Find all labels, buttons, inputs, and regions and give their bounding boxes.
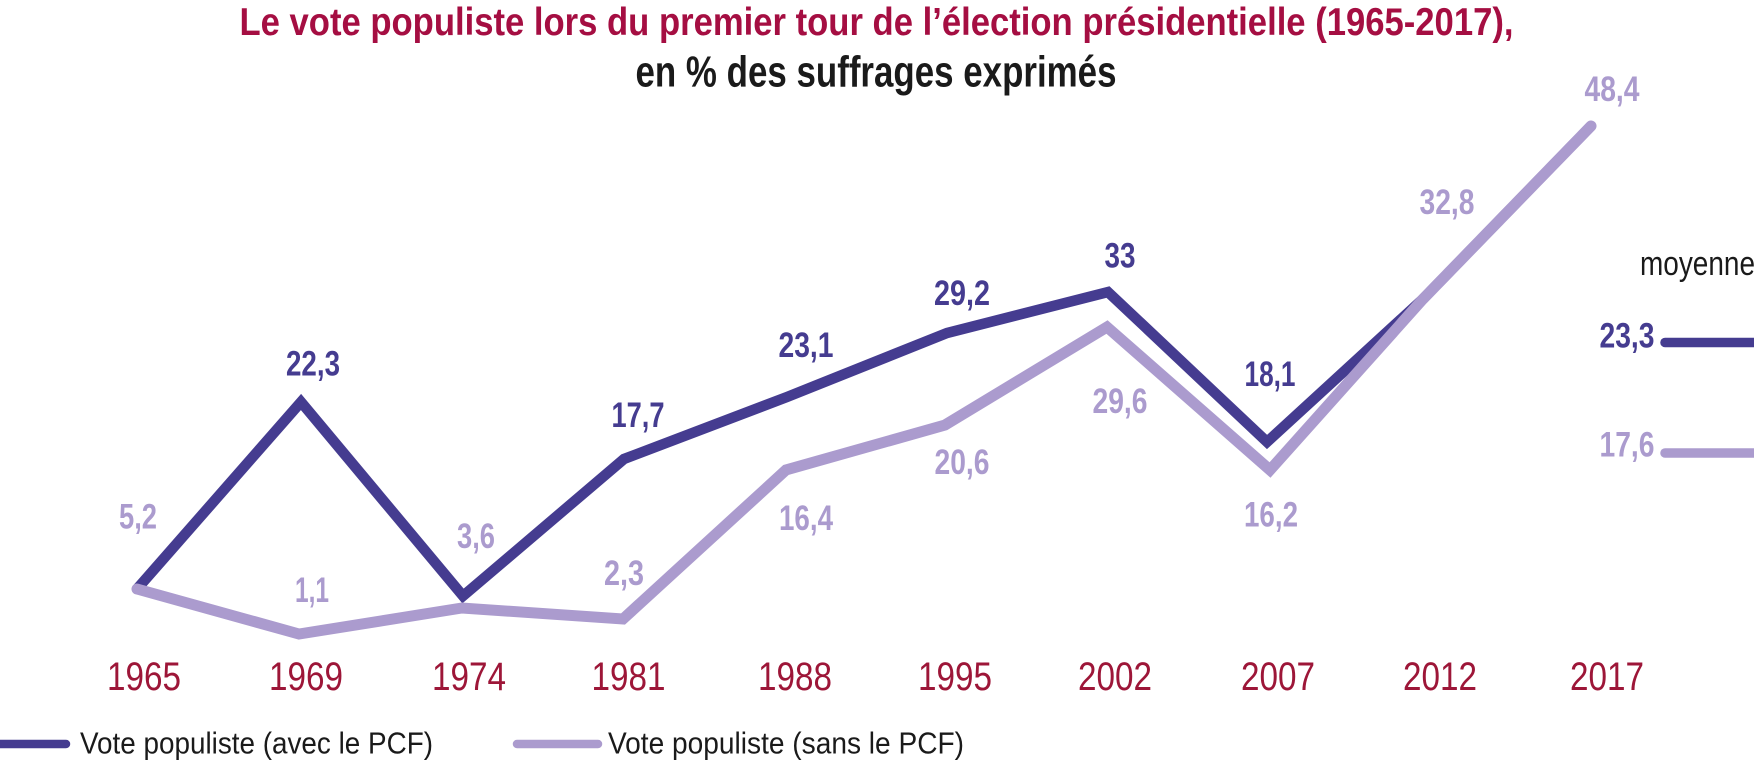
svg-text:16,4: 16,4	[779, 499, 833, 538]
svg-text:2002: 2002	[1078, 655, 1152, 699]
svg-text:Le vote populiste lors du prem: Le vote populiste lors du premier tour d…	[240, 1, 1514, 44]
svg-text:1965: 1965	[107, 655, 181, 699]
svg-text:17,7: 17,7	[612, 396, 665, 435]
svg-text:1,1: 1,1	[295, 571, 329, 610]
svg-text:23,1: 23,1	[779, 326, 834, 365]
svg-text:2012: 2012	[1403, 655, 1477, 699]
svg-text:1969: 1969	[269, 655, 343, 699]
svg-text:32,8: 32,8	[1420, 183, 1475, 222]
svg-text:1988: 1988	[758, 655, 832, 699]
svg-text:3,6: 3,6	[457, 517, 495, 556]
svg-text:16,2: 16,2	[1244, 496, 1298, 535]
svg-text:5,2: 5,2	[119, 498, 157, 537]
svg-text:Vote populiste (sans le PCF): Vote populiste (sans le PCF)	[608, 726, 964, 761]
svg-text:1974: 1974	[432, 655, 506, 699]
svg-text:17,6: 17,6	[1600, 426, 1655, 465]
svg-text:22,3: 22,3	[286, 345, 340, 384]
svg-text:2,3: 2,3	[604, 554, 644, 593]
svg-text:29,2: 29,2	[934, 274, 990, 313]
svg-text:en % des suffrages exprimés: en % des suffrages exprimés	[636, 48, 1117, 97]
svg-text:Vote populiste (avec le PCF): Vote populiste (avec le PCF)	[80, 726, 433, 761]
svg-text:23,3: 23,3	[1600, 317, 1655, 356]
svg-text:1995: 1995	[918, 655, 992, 699]
svg-text:48,4: 48,4	[1585, 70, 1640, 109]
svg-text:1981: 1981	[592, 655, 666, 699]
svg-text:2007: 2007	[1241, 655, 1315, 699]
svg-text:20,6: 20,6	[935, 443, 990, 482]
svg-text:29,6: 29,6	[1093, 382, 1148, 421]
svg-text:2017: 2017	[1570, 655, 1644, 699]
svg-text:moyenne: moyenne	[1640, 245, 1754, 283]
svg-text:33: 33	[1105, 237, 1136, 276]
svg-text:18,1: 18,1	[1245, 355, 1296, 394]
